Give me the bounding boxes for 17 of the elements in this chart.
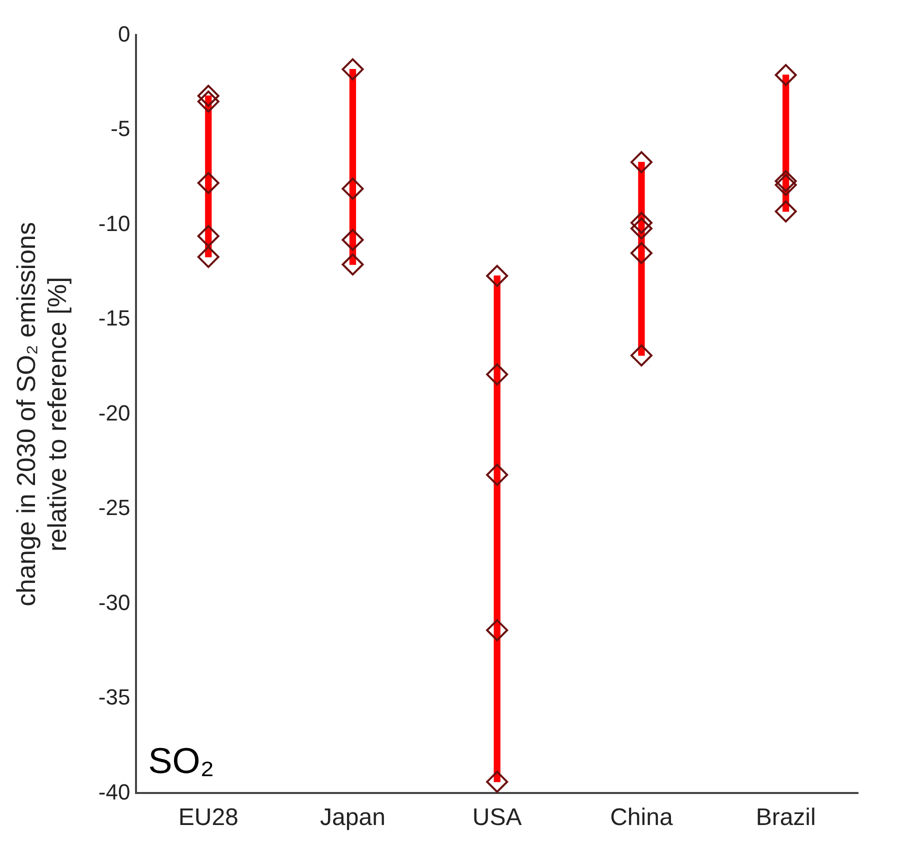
x-tick-label: EU28 (178, 804, 238, 832)
y-tick-label: -40 (98, 779, 130, 804)
y-tick-label: -25 (98, 495, 130, 520)
bar (494, 276, 500, 782)
y-tick-label: -10 (98, 210, 130, 236)
y-tick-label: -20 (98, 400, 130, 426)
y-tick-label: -30 (98, 590, 130, 615)
y-tick-label: 0 (118, 21, 130, 46)
annotation: SO₂ (148, 740, 214, 782)
x-tick-label: Japan (320, 804, 386, 832)
x-tick-label: USA (472, 804, 522, 832)
x-tick-label: China (610, 804, 674, 832)
y-tick-label: -15 (98, 306, 130, 331)
y-tick-label: -5 (110, 116, 130, 142)
y-tick-label: -35 (98, 684, 130, 710)
y-axis-title: change in 2030 of SO₂ emissions relative to reference [%] (10, 222, 72, 606)
x-tick-label: Brazil (756, 804, 816, 832)
